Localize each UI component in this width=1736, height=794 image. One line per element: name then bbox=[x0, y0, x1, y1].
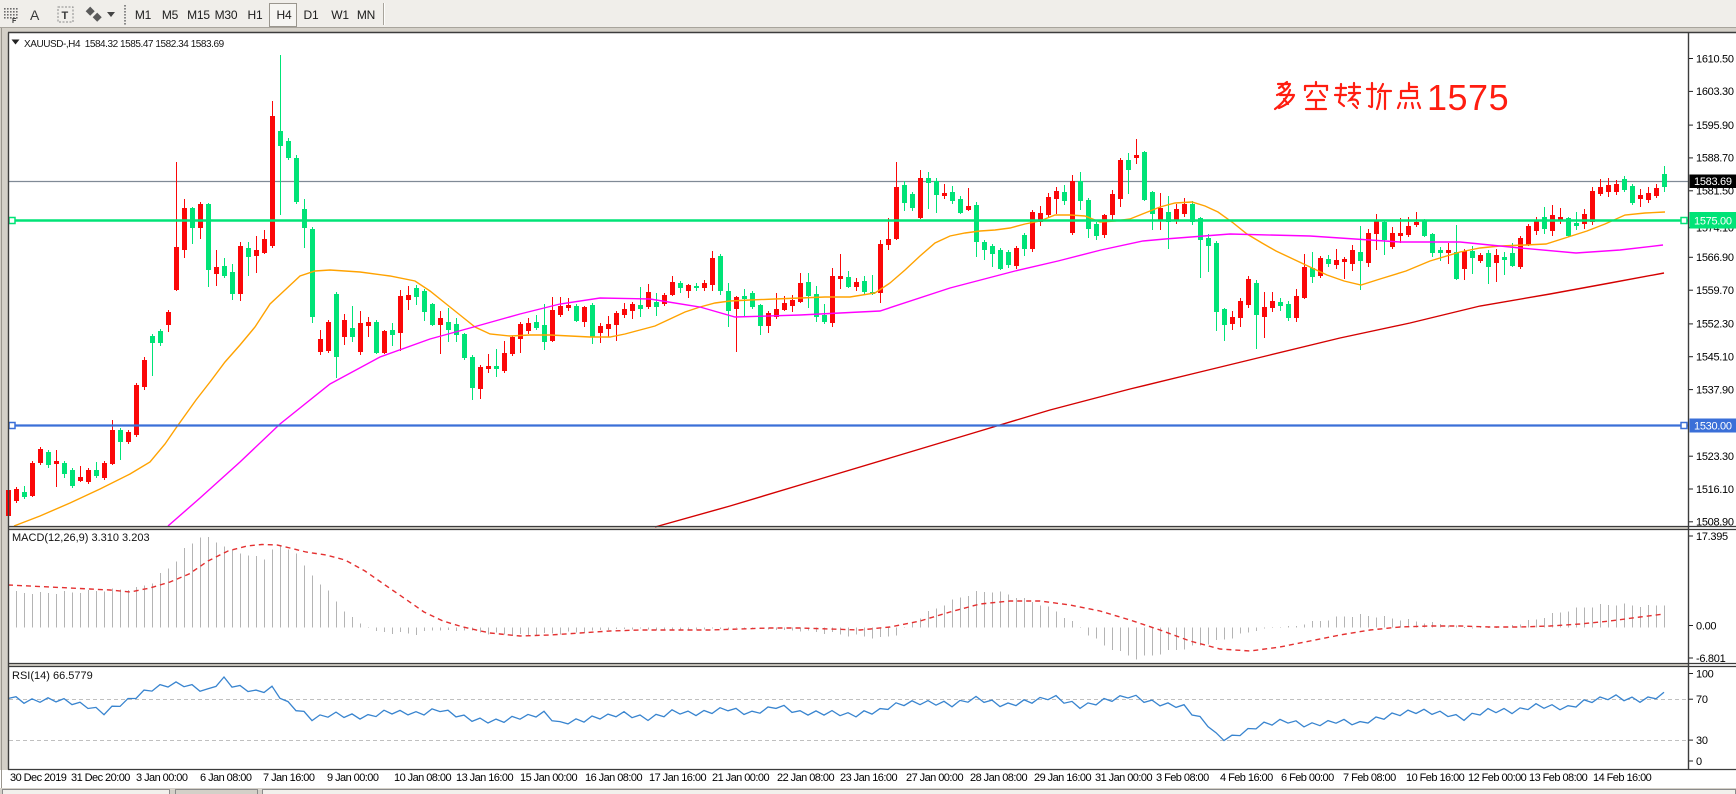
svg-text:1545.10: 1545.10 bbox=[1696, 352, 1734, 364]
svg-text:1583.69: 1583.69 bbox=[1694, 176, 1732, 188]
svg-text:30: 30 bbox=[1696, 735, 1708, 747]
svg-text:1610.50: 1610.50 bbox=[1696, 53, 1734, 65]
svg-text:29 Jan 16:00: 29 Jan 16:00 bbox=[1034, 772, 1091, 784]
svg-text:MACD(12,26,9) 3.310 3.203: MACD(12,26,9) 3.310 3.203 bbox=[12, 532, 150, 544]
svg-text:21 Jan 00:00: 21 Jan 00:00 bbox=[712, 772, 769, 784]
svg-text:1566.90: 1566.90 bbox=[1696, 252, 1734, 264]
svg-text:1588.70: 1588.70 bbox=[1696, 153, 1734, 165]
svg-text:1508.90: 1508.90 bbox=[1696, 517, 1734, 529]
svg-text:100: 100 bbox=[1696, 668, 1714, 680]
svg-text:13 Jan 16:00: 13 Jan 16:00 bbox=[456, 772, 513, 784]
svg-text:1603.30: 1603.30 bbox=[1696, 86, 1734, 98]
svg-text:1559.70: 1559.70 bbox=[1696, 285, 1734, 297]
svg-text:1537.90: 1537.90 bbox=[1696, 384, 1734, 396]
svg-text:7 Jan 16:00: 7 Jan 16:00 bbox=[263, 772, 315, 784]
svg-text:M15: M15 bbox=[187, 8, 210, 22]
svg-text:31 Dec 20:00: 31 Dec 20:00 bbox=[71, 772, 130, 784]
svg-text:6 Feb 00:00: 6 Feb 00:00 bbox=[1281, 772, 1334, 784]
svg-text:14 Feb 16:00: 14 Feb 16:00 bbox=[1593, 772, 1652, 784]
svg-text:27 Jan 00:00: 27 Jan 00:00 bbox=[906, 772, 963, 784]
svg-text:1516.10: 1516.10 bbox=[1696, 484, 1734, 496]
svg-text:15 Jan 00:00: 15 Jan 00:00 bbox=[520, 772, 577, 784]
svg-text:1575: 1575 bbox=[1427, 77, 1509, 118]
svg-text:17.395: 17.395 bbox=[1696, 531, 1728, 543]
svg-text:M5: M5 bbox=[162, 8, 179, 22]
svg-text:H1: H1 bbox=[248, 8, 263, 22]
svg-text:RSI(14) 66.5779: RSI(14) 66.5779 bbox=[12, 670, 93, 682]
svg-text:4 Feb 16:00: 4 Feb 16:00 bbox=[1220, 772, 1273, 784]
svg-text:H4: H4 bbox=[277, 8, 292, 22]
svg-text:A: A bbox=[30, 7, 40, 23]
svg-text:3 Jan 00:00: 3 Jan 00:00 bbox=[136, 772, 188, 784]
svg-text:22 Jan 08:00: 22 Jan 08:00 bbox=[777, 772, 834, 784]
svg-text:1552.30: 1552.30 bbox=[1696, 319, 1734, 331]
svg-text:30 Dec 2019: 30 Dec 2019 bbox=[10, 772, 67, 784]
svg-text:7 Feb 08:00: 7 Feb 08:00 bbox=[1343, 772, 1396, 784]
svg-text:13 Feb 08:00: 13 Feb 08:00 bbox=[1529, 772, 1588, 784]
svg-text:T: T bbox=[62, 10, 69, 22]
svg-text:1595.90: 1595.90 bbox=[1696, 120, 1734, 132]
svg-text:17 Jan 16:00: 17 Jan 16:00 bbox=[649, 772, 706, 784]
svg-text:1523.30: 1523.30 bbox=[1696, 451, 1734, 463]
svg-text:XAUUSD-,H4 1584.32 1585.47 15: XAUUSD-,H4 1584.32 1585.47 1582.34 1583.… bbox=[24, 39, 225, 50]
svg-text:10 Jan 08:00: 10 Jan 08:00 bbox=[394, 772, 451, 784]
svg-text:MN: MN bbox=[357, 8, 375, 22]
svg-text:F: F bbox=[12, 18, 17, 25]
svg-text:3 Feb 08:00: 3 Feb 08:00 bbox=[1156, 772, 1209, 784]
svg-text:0: 0 bbox=[1696, 756, 1702, 768]
svg-text:M30: M30 bbox=[215, 8, 238, 22]
svg-text:12 Feb 00:00: 12 Feb 00:00 bbox=[1468, 772, 1527, 784]
svg-text:16 Jan 08:00: 16 Jan 08:00 bbox=[585, 772, 642, 784]
svg-text:31 Jan 00:00: 31 Jan 00:00 bbox=[1095, 772, 1152, 784]
svg-text:0.00: 0.00 bbox=[1696, 620, 1716, 632]
svg-text:70: 70 bbox=[1696, 694, 1708, 706]
svg-text:6 Jan 08:00: 6 Jan 08:00 bbox=[200, 772, 252, 784]
svg-text:1530.00: 1530.00 bbox=[1694, 421, 1732, 433]
svg-text:23 Jan 16:00: 23 Jan 16:00 bbox=[840, 772, 897, 784]
svg-text:W1: W1 bbox=[331, 8, 349, 22]
svg-text:9 Jan 00:00: 9 Jan 00:00 bbox=[327, 772, 379, 784]
svg-text:10 Feb 16:00: 10 Feb 16:00 bbox=[1406, 772, 1465, 784]
svg-text:M1: M1 bbox=[135, 8, 152, 22]
svg-text:D1: D1 bbox=[304, 8, 319, 22]
svg-text:1575.00: 1575.00 bbox=[1694, 216, 1732, 228]
svg-text:28 Jan 08:00: 28 Jan 08:00 bbox=[970, 772, 1027, 784]
svg-text:1581.50: 1581.50 bbox=[1696, 186, 1734, 198]
svg-text:-6.801: -6.801 bbox=[1696, 653, 1726, 665]
